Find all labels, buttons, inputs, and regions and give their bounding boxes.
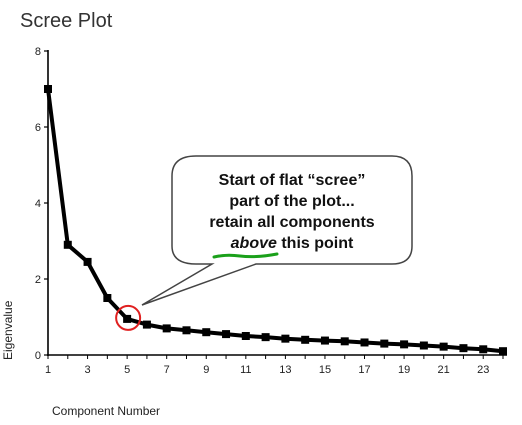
x-tick-label: 11 xyxy=(240,364,251,376)
data-point xyxy=(380,339,389,348)
x-tick-label: 1 xyxy=(45,364,51,376)
y-tick-label: 8 xyxy=(35,46,41,58)
data-point xyxy=(261,333,270,342)
callout-line: Start of flat “scree” xyxy=(219,172,366,189)
data-point xyxy=(419,341,428,350)
y-tick-label: 4 xyxy=(35,198,41,210)
x-tick-label: 9 xyxy=(203,364,209,376)
callout-emphasis: above xyxy=(231,235,277,252)
x-tick-label: 3 xyxy=(85,364,91,376)
data-point xyxy=(360,338,369,347)
y-tick-label: 2 xyxy=(35,274,41,286)
y-tick-label: 6 xyxy=(35,122,41,134)
x-tick-label: 5 xyxy=(124,364,130,376)
data-point xyxy=(281,334,290,343)
emphasis-underline xyxy=(212,252,279,259)
callout-line-last: above this point xyxy=(231,235,354,252)
data-point xyxy=(123,314,132,323)
callout-bubble xyxy=(141,155,413,306)
x-tick-label: 15 xyxy=(319,364,331,376)
x-tick-label: 23 xyxy=(477,364,489,376)
data-point xyxy=(202,328,211,337)
data-point xyxy=(459,344,468,353)
data-point xyxy=(439,342,448,351)
data-point xyxy=(83,257,92,266)
callout-rest: this point xyxy=(277,235,354,252)
y-axis-label: Eigenvalue xyxy=(1,300,15,360)
callout-line: part of the plot... xyxy=(229,193,354,210)
data-point xyxy=(499,347,507,356)
chart-title: Scree Plot xyxy=(20,10,113,32)
x-tick-label: 17 xyxy=(358,364,370,376)
x-tick-label: 19 xyxy=(398,364,410,376)
data-point xyxy=(182,326,191,335)
data-point xyxy=(44,85,52,93)
series-line xyxy=(44,85,507,356)
data-point xyxy=(479,345,488,354)
callout-line: retain all components xyxy=(209,214,374,231)
x-tick-label: 13 xyxy=(279,364,291,376)
data-point xyxy=(142,320,151,329)
data-point xyxy=(340,337,349,346)
data-point xyxy=(103,294,112,302)
data-point xyxy=(301,335,310,344)
highlight xyxy=(115,304,142,331)
y-tick-label: 0 xyxy=(35,350,41,362)
data-point xyxy=(320,336,329,345)
data-point xyxy=(400,340,409,349)
data-point xyxy=(241,332,250,340)
data-point xyxy=(63,240,72,249)
x-axis-label: Component Number xyxy=(52,404,161,418)
data-point xyxy=(162,324,171,333)
annotation-callout: Start of flat “scree” part of the plot...… xyxy=(141,155,413,306)
highlight-circle xyxy=(115,304,142,331)
data-point xyxy=(222,330,231,339)
x-tick-label: 21 xyxy=(438,364,450,376)
x-tick-label: 7 xyxy=(164,364,170,376)
